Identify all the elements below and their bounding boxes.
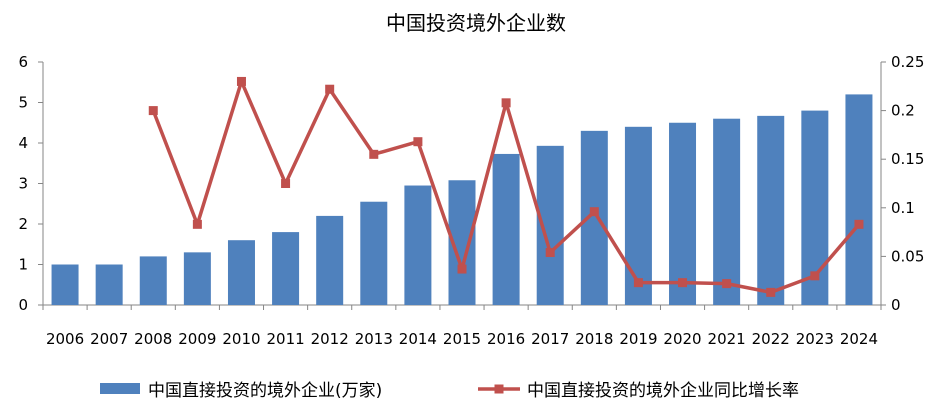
left-tick-label: 0 [18, 296, 28, 314]
bar [139, 256, 167, 305]
line-marker [722, 279, 732, 289]
line-marker [766, 287, 776, 297]
bar [713, 118, 741, 305]
x-tick-label: 2008 [134, 330, 172, 348]
right-tick-label: 0.15 [891, 150, 924, 168]
left-tick-label: 2 [18, 215, 28, 233]
bar [51, 264, 79, 305]
line-series [148, 76, 864, 297]
x-tick-label: 2016 [487, 330, 525, 348]
line-marker [148, 106, 158, 116]
x-tick-label: 2007 [90, 330, 128, 348]
left-tick-label: 3 [18, 175, 28, 193]
right-tick-label: 0.05 [891, 247, 924, 265]
x-tick-label: 2014 [399, 330, 437, 348]
left-tick-label: 5 [18, 94, 28, 112]
legend: 中国直接投资的境外企业(万家) 中国直接投资的境外企业同比增长率 [100, 381, 799, 401]
line-marker [236, 76, 246, 86]
x-tick-label: 2024 [840, 330, 878, 348]
x-tick-label: 2020 [663, 330, 701, 348]
x-tick-label: 2023 [796, 330, 834, 348]
legend-line-marker [494, 384, 504, 394]
x-tick-label: 2009 [178, 330, 216, 348]
bar [95, 264, 123, 305]
bar [272, 232, 300, 305]
line-marker [369, 149, 379, 159]
x-tick-label: 2019 [619, 330, 657, 348]
x-tick-label: 2015 [443, 330, 481, 348]
bar-series [51, 94, 873, 306]
line-marker [854, 219, 864, 229]
left-tick-label: 6 [18, 53, 28, 71]
x-tick-label: 2010 [222, 330, 260, 348]
bar [757, 115, 785, 306]
line-marker [501, 98, 511, 108]
x-tick-label: 2018 [575, 330, 613, 348]
x-tick-label: 2006 [46, 330, 84, 348]
chart-title: 中国投资境外企业数 [386, 11, 566, 35]
bar [492, 153, 520, 305]
x-tick-label: 2022 [752, 330, 790, 348]
bar [404, 185, 432, 305]
right-tick-label: 0.2 [891, 102, 915, 120]
x-tick-label: 2011 [266, 330, 304, 348]
legend-line-label: 中国直接投资的境外企业同比增长率 [527, 381, 799, 401]
bar [624, 126, 652, 305]
line-marker [545, 248, 555, 258]
bar [360, 201, 388, 305]
line-marker [457, 264, 467, 274]
x-axis-ticks: 2006 2007 2008 2009 2010 2011 2012 2013 2014 2015… [42, 305, 882, 348]
line-marker [325, 84, 335, 94]
line-marker [633, 278, 643, 288]
left-tick-label: 4 [18, 134, 28, 152]
line-marker [589, 207, 599, 217]
line-marker [192, 219, 202, 229]
x-tick-label: 2012 [311, 330, 349, 348]
line-marker [678, 278, 688, 288]
right-tick-label: 0.1 [891, 199, 915, 217]
x-tick-label: 2013 [355, 330, 393, 348]
line-marker [281, 179, 291, 188]
bar [669, 122, 697, 305]
line-marker [413, 137, 423, 147]
bar [845, 94, 873, 306]
legend-bar-label: 中国直接投资的境外企业(万家) [148, 381, 382, 401]
legend-bar-swatch [100, 383, 140, 394]
line-marker [810, 271, 820, 281]
bar [227, 240, 255, 305]
right-tick-label: 0.25 [891, 53, 924, 71]
left-tick-label: 1 [18, 256, 28, 274]
bar [183, 252, 211, 305]
x-tick-label: 2021 [708, 330, 746, 348]
x-tick-label: 2017 [531, 330, 569, 348]
right-tick-label: 0 [891, 296, 901, 314]
bar [580, 130, 608, 305]
bar [316, 215, 344, 305]
